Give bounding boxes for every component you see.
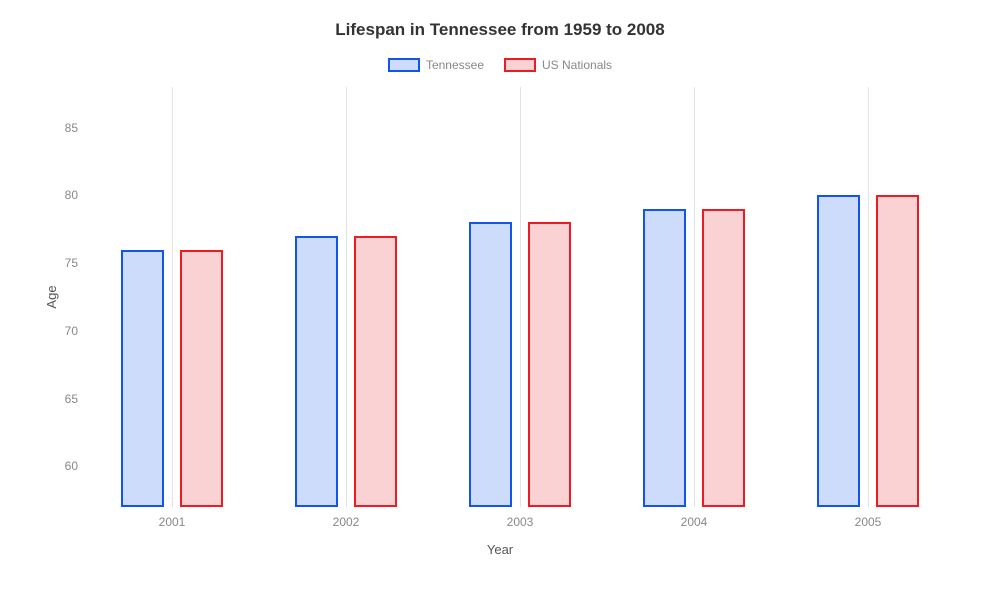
y-tick-label: 60 [50,459,78,473]
bar-us-nationals-2003 [528,222,572,507]
bar-tennessee-2005 [817,195,861,507]
bars-layer [85,87,955,507]
x-tick-label: 2004 [681,515,708,529]
bar-us-nationals-2001 [180,250,224,507]
legend-swatch-tennessee [388,58,420,72]
y-tick-label: 75 [50,256,78,270]
bar-tennessee-2003 [469,222,513,507]
bar-tennessee-2002 [295,236,339,507]
chart-container: Lifespan in Tennessee from 1959 to 2008 … [0,0,1000,600]
legend: Tennessee US Nationals [30,58,970,72]
x-tick-label: 2003 [507,515,534,529]
x-tick-label: 2002 [333,515,360,529]
bar-tennessee-2004 [643,209,687,507]
y-tick-label: 80 [50,188,78,202]
x-tick-label: 2001 [159,515,186,529]
bar-tennessee-2001 [121,250,165,507]
legend-label-us-nationals: US Nationals [542,58,612,72]
bar-us-nationals-2002 [354,236,398,507]
bar-us-nationals-2005 [876,195,920,507]
legend-swatch-us-nationals [504,58,536,72]
legend-label-tennessee: Tennessee [426,58,484,72]
y-axis-label: Age [44,285,59,308]
x-axis-label: Year [30,542,970,557]
x-tick-label: 2005 [855,515,882,529]
y-tick-label: 85 [50,121,78,135]
legend-item-us-nationals: US Nationals [504,58,612,72]
bar-us-nationals-2004 [702,209,746,507]
y-tick-label: 65 [50,392,78,406]
chart-title: Lifespan in Tennessee from 1959 to 2008 [30,20,970,40]
plot-area: Age 20012002200320042005606570758085 [85,87,955,507]
legend-item-tennessee: Tennessee [388,58,484,72]
y-tick-label: 70 [50,324,78,338]
